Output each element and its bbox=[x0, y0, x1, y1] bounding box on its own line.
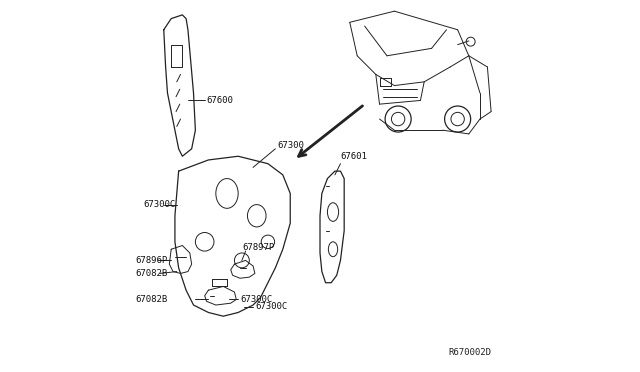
Text: 67300C: 67300C bbox=[240, 295, 272, 304]
Text: 67082B: 67082B bbox=[136, 269, 168, 278]
Text: 67600: 67600 bbox=[207, 96, 234, 105]
Text: 67896P: 67896P bbox=[136, 256, 168, 265]
Text: R670002D: R670002D bbox=[448, 348, 491, 357]
Text: 67300: 67300 bbox=[277, 141, 304, 150]
Text: 67300C: 67300C bbox=[143, 200, 175, 209]
Text: 67601: 67601 bbox=[340, 152, 367, 161]
Text: 67082B: 67082B bbox=[136, 295, 168, 304]
Text: 67300C: 67300C bbox=[255, 302, 287, 311]
Text: 67897P: 67897P bbox=[242, 243, 274, 252]
